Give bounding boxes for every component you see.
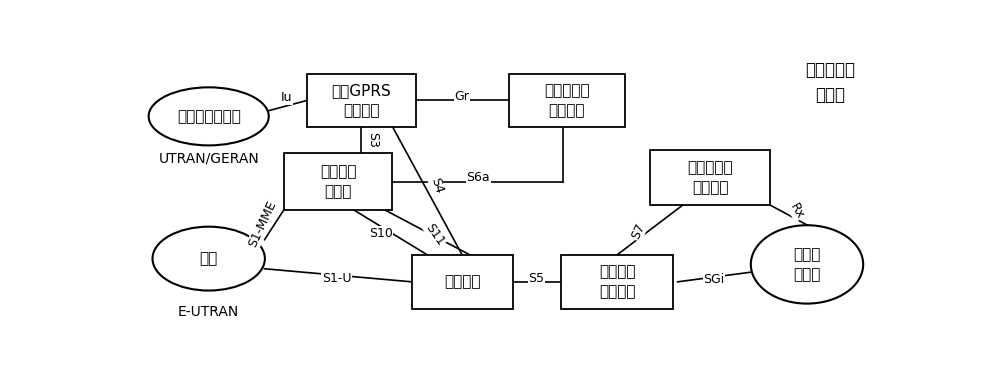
Bar <box>307 74 416 127</box>
Text: S7: S7 <box>629 222 647 242</box>
Text: S4: S4 <box>428 176 445 195</box>
Text: 基站: 基站 <box>200 251 218 266</box>
Text: S1-MME: S1-MME <box>247 198 279 249</box>
Text: UTRAN/GERAN: UTRAN/GERAN <box>158 152 259 166</box>
Bar <box>412 255 512 309</box>
Text: S5: S5 <box>529 272 545 285</box>
Text: S6a: S6a <box>467 172 490 184</box>
Text: 移动性管
理实体: 移动性管 理实体 <box>320 164 356 199</box>
Bar <box>650 150 770 205</box>
Text: Rx: Rx <box>787 201 807 222</box>
Text: Iu: Iu <box>280 91 292 104</box>
Ellipse shape <box>751 225 863 303</box>
Text: S3: S3 <box>366 132 380 148</box>
Text: 服务网关: 服务网关 <box>444 274 480 289</box>
Text: E-UTRAN: E-UTRAN <box>178 305 239 319</box>
Text: S1-U: S1-U <box>322 272 351 285</box>
Text: 策略与计费
规则功能: 策略与计费 规则功能 <box>687 160 733 195</box>
Bar <box>561 255 673 309</box>
Ellipse shape <box>153 227 265 291</box>
Text: S11: S11 <box>423 221 447 248</box>
Bar <box>509 74 625 127</box>
Ellipse shape <box>149 87 269 146</box>
Text: Gr: Gr <box>455 90 470 103</box>
Text: S10: S10 <box>369 227 393 240</box>
Bar <box>284 153 392 210</box>
Text: SGi: SGi <box>703 273 725 286</box>
Text: 分组数据
网络网关: 分组数据 网络网关 <box>599 264 635 299</box>
Text: 演进的分组
核心网: 演进的分组 核心网 <box>805 61 855 104</box>
Text: 无线网络控制器: 无线网络控制器 <box>177 109 241 124</box>
Text: 归属用户数
据服务器: 归属用户数 据服务器 <box>544 83 590 118</box>
Text: 分组数
据网络: 分组数 据网络 <box>793 247 821 282</box>
Text: 服务GPRS
支持节点: 服务GPRS 支持节点 <box>332 83 391 118</box>
